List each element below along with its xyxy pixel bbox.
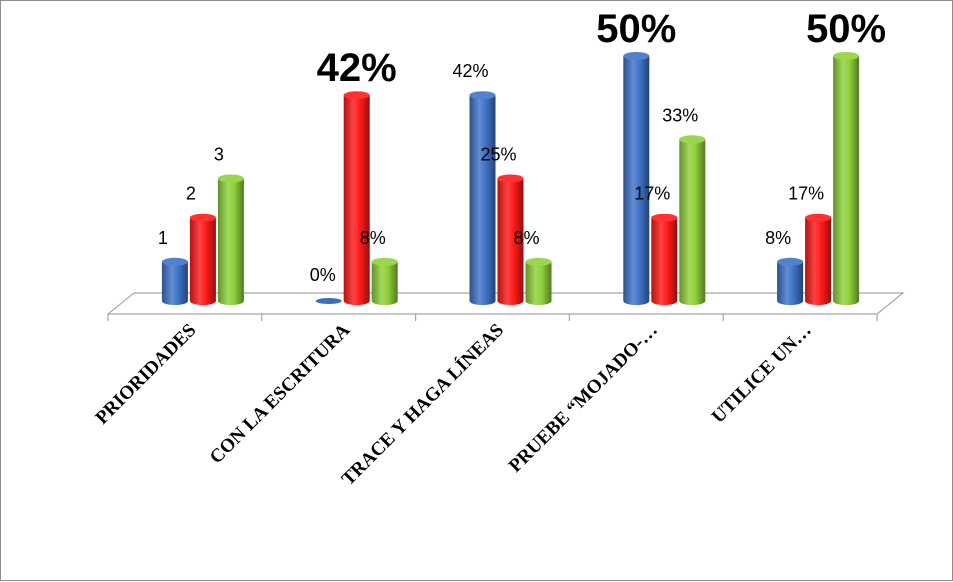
bar — [343, 91, 370, 305]
data-label: 8% — [765, 228, 791, 248]
bar — [623, 52, 650, 305]
data-label: 8% — [513, 228, 539, 248]
bar-top — [497, 174, 524, 183]
bar-body — [469, 95, 496, 305]
bar-body — [371, 261, 398, 305]
bar — [371, 257, 398, 305]
category-label: UTILICE UN… — [708, 320, 816, 428]
bar-body — [497, 178, 524, 305]
bar-body — [525, 261, 552, 305]
bar-top — [217, 174, 244, 183]
bar — [651, 213, 678, 305]
data-label: 17% — [634, 184, 670, 204]
data-label: 3 — [214, 145, 224, 165]
bar-top — [525, 257, 552, 266]
bar-body — [679, 139, 706, 305]
bar — [679, 135, 706, 305]
data-label: 33% — [662, 105, 698, 125]
bar-top — [679, 135, 706, 144]
bar-body — [343, 95, 370, 305]
bar-body — [217, 178, 244, 305]
data-label: 42% — [317, 46, 397, 90]
bar — [189, 213, 216, 305]
bar — [217, 174, 244, 305]
category-label: TRACE Y HAGA LÍNEAS — [337, 319, 508, 490]
bar-top — [833, 52, 860, 60]
bar-top — [371, 257, 398, 266]
bar — [833, 52, 860, 305]
data-label: 1 — [158, 228, 168, 248]
bar-body — [651, 217, 678, 305]
bar — [777, 257, 804, 305]
bar-body — [189, 217, 216, 305]
bar-top — [189, 213, 216, 222]
bar-body — [161, 261, 188, 305]
data-label: 17% — [788, 184, 824, 204]
data-label: 0% — [310, 265, 336, 285]
data-label: 50% — [596, 7, 676, 51]
bar-top — [777, 257, 804, 266]
bar — [497, 174, 524, 305]
bar-body — [805, 217, 832, 305]
bar — [805, 213, 832, 305]
data-label: 25% — [480, 145, 516, 165]
bar-top — [805, 213, 832, 222]
data-label: 8% — [360, 228, 386, 248]
bar-top — [161, 257, 188, 266]
bar-top — [469, 91, 496, 100]
bar — [469, 91, 496, 305]
data-label: 42% — [452, 61, 488, 81]
bar-body — [777, 261, 804, 305]
bar-top — [623, 52, 650, 60]
chart-floor — [106, 292, 905, 315]
category-label: PRIORIDADES — [92, 320, 201, 429]
bar-top — [343, 91, 370, 100]
bar-body — [833, 56, 860, 305]
category-label: PRUEBE “MOJADO-… — [505, 320, 662, 477]
bar-body — [623, 56, 650, 305]
bar-top — [651, 213, 678, 222]
bar — [315, 298, 342, 304]
data-label: 50% — [806, 7, 886, 51]
bar — [161, 257, 188, 305]
bar — [525, 257, 552, 305]
category-label: CON LA ESCRITURA — [206, 319, 355, 468]
bar-top — [315, 298, 342, 304]
data-label: 2 — [186, 184, 196, 204]
